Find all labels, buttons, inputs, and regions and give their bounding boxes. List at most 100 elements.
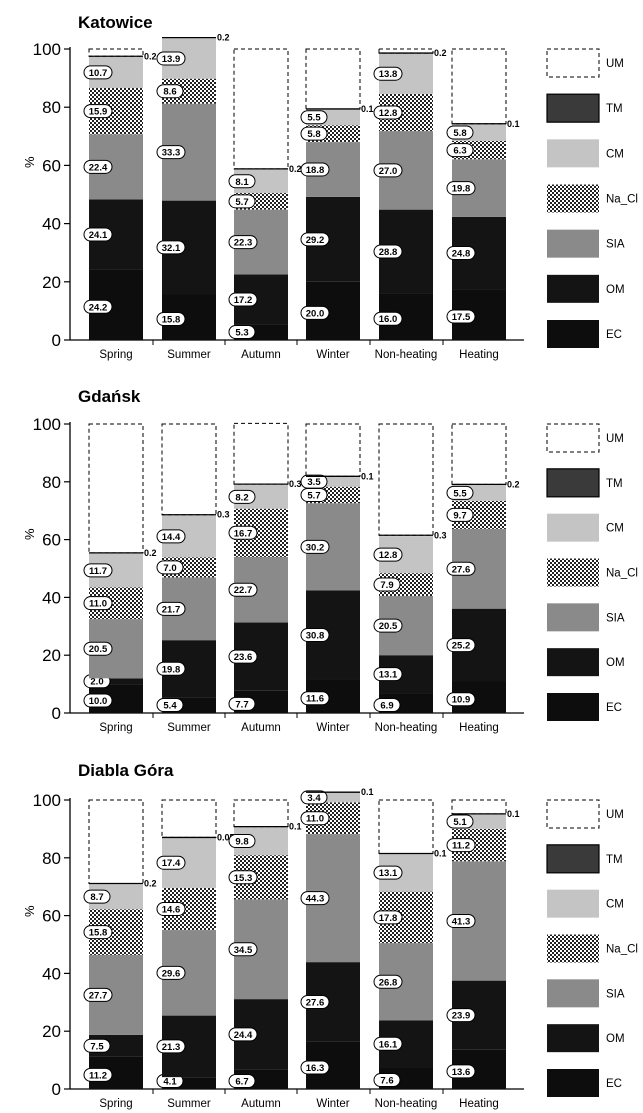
x-tick-label: Summer xyxy=(167,1098,211,1110)
data-label-bubble xyxy=(446,507,474,522)
data-label-bubble xyxy=(446,125,474,140)
data-label: 15.8 xyxy=(162,315,181,326)
data-label-bubble xyxy=(300,691,330,706)
plot-area: 0 20 40 60 80 100 Spring 10.0 2.0 20.5 11.0 11.7 0.2… xyxy=(33,415,638,734)
bar-segment-um xyxy=(88,423,144,554)
data-label-bubble xyxy=(228,870,258,885)
data-label: 20.0 xyxy=(306,308,325,319)
legend-label: EC xyxy=(606,702,622,714)
data-label-bubble xyxy=(300,995,330,1010)
y-tick-label: 80 xyxy=(42,849,61,868)
data-label: 27.0 xyxy=(379,166,398,177)
data-label: 8.7 xyxy=(90,892,103,903)
data-label-bubble xyxy=(83,693,113,708)
data-label: 14.6 xyxy=(162,904,181,915)
legend-swatch-sia xyxy=(547,229,599,258)
legend-swatch-um xyxy=(546,799,600,829)
legend-swatch-na-cl xyxy=(547,934,599,963)
data-label-bubble xyxy=(373,163,403,178)
x-tick-label: Non-heating xyxy=(375,722,438,734)
y-tick-label: 40 xyxy=(42,215,61,234)
data-label: 0.1 xyxy=(361,471,374,481)
bar-segment-um xyxy=(233,422,289,485)
legend-swatch-um xyxy=(546,423,600,453)
data-label: 0.2 xyxy=(289,164,302,174)
y-tick-label: 40 xyxy=(42,964,61,983)
x-tick-label: Winter xyxy=(316,349,349,361)
data-label: 0.1 xyxy=(507,809,520,819)
data-label-bubble xyxy=(228,525,258,540)
legend-swatch-na-cl xyxy=(547,558,599,587)
data-label-bubble xyxy=(83,65,113,80)
legend-label: UM xyxy=(606,58,624,70)
legend-swatch-cm xyxy=(547,513,599,542)
data-label: 17.8 xyxy=(379,913,398,924)
data-label: 8.6 xyxy=(163,87,176,98)
data-label: 7.9 xyxy=(380,580,393,591)
data-label: 11.2 xyxy=(452,841,470,852)
data-label: 0.2 xyxy=(144,51,157,61)
legend-label: SIA xyxy=(606,239,625,251)
x-tick-label: Heating xyxy=(459,1098,499,1110)
y-tick-label: 100 xyxy=(33,791,61,810)
data-label: 0.05 xyxy=(217,832,235,842)
data-label: 7.5 xyxy=(90,1041,104,1052)
data-label: 3.5 xyxy=(307,477,321,488)
y-tick-label: 0 xyxy=(52,1080,61,1099)
data-label: 5.4 xyxy=(163,701,177,712)
x-tick-label: Heating xyxy=(459,349,499,361)
data-label: 13.8 xyxy=(379,69,398,80)
data-label-bubble xyxy=(83,227,113,242)
x-tick-label: Autumn xyxy=(241,722,281,734)
y-axis-label: % xyxy=(22,905,37,917)
legend-label: SIA xyxy=(606,612,625,624)
data-label-bubble xyxy=(156,601,186,616)
data-label: 17.2 xyxy=(234,295,253,306)
data-label-bubble xyxy=(228,834,256,849)
data-label-bubble xyxy=(83,299,113,314)
data-label: 11.2 xyxy=(89,1070,107,1081)
legend-swatch-om xyxy=(547,1024,599,1053)
legend-swatch-ec xyxy=(547,693,599,721)
x-tick-label: Spring xyxy=(99,722,132,734)
data-label: 11.0 xyxy=(89,599,107,610)
data-label: 0.2 xyxy=(434,48,447,58)
bar-segment-um xyxy=(88,48,144,57)
data-label: 5.1 xyxy=(453,817,467,828)
data-label-bubble xyxy=(228,194,256,209)
data-label-bubble xyxy=(300,627,330,642)
data-label-bubble xyxy=(373,865,403,880)
data-label-bubble xyxy=(446,485,474,500)
legend-swatch-om xyxy=(547,274,599,303)
bar-segment-um xyxy=(305,48,361,110)
data-label: 30.2 xyxy=(306,542,325,553)
y-tick-label: 100 xyxy=(33,40,61,59)
data-label-bubble xyxy=(446,561,476,576)
data-label: 23.9 xyxy=(452,1011,471,1022)
legend-label: OM xyxy=(606,1033,625,1045)
x-tick-label: Non-heating xyxy=(375,1098,438,1110)
y-tick-label: 60 xyxy=(42,531,61,550)
bar-segment-um xyxy=(451,48,507,125)
data-label: 21.7 xyxy=(162,604,181,615)
data-label: 11.7 xyxy=(89,566,107,577)
data-label-bubble xyxy=(83,1067,113,1082)
data-label-bubble xyxy=(373,1036,403,1051)
x-tick-label: Winter xyxy=(316,1098,349,1110)
data-label: 0.1 xyxy=(434,848,447,858)
data-label: 3.4 xyxy=(307,793,321,804)
data-label: 13.1 xyxy=(379,670,398,681)
data-label: 22.3 xyxy=(234,238,253,249)
data-label: 0.1 xyxy=(361,787,374,797)
legend-swatch-tm xyxy=(546,844,600,874)
data-label-bubble xyxy=(156,529,186,544)
y-tick-label: 60 xyxy=(42,907,61,926)
data-label-bubble xyxy=(228,489,256,504)
x-tick-label: Summer xyxy=(167,722,211,734)
bar-segment-um xyxy=(378,423,434,536)
data-label-bubble xyxy=(228,942,258,957)
legend-swatch-um xyxy=(546,48,600,78)
y-axis-label: % xyxy=(22,528,37,540)
data-label: 44.3 xyxy=(306,894,325,905)
data-label-bubble xyxy=(373,105,403,120)
